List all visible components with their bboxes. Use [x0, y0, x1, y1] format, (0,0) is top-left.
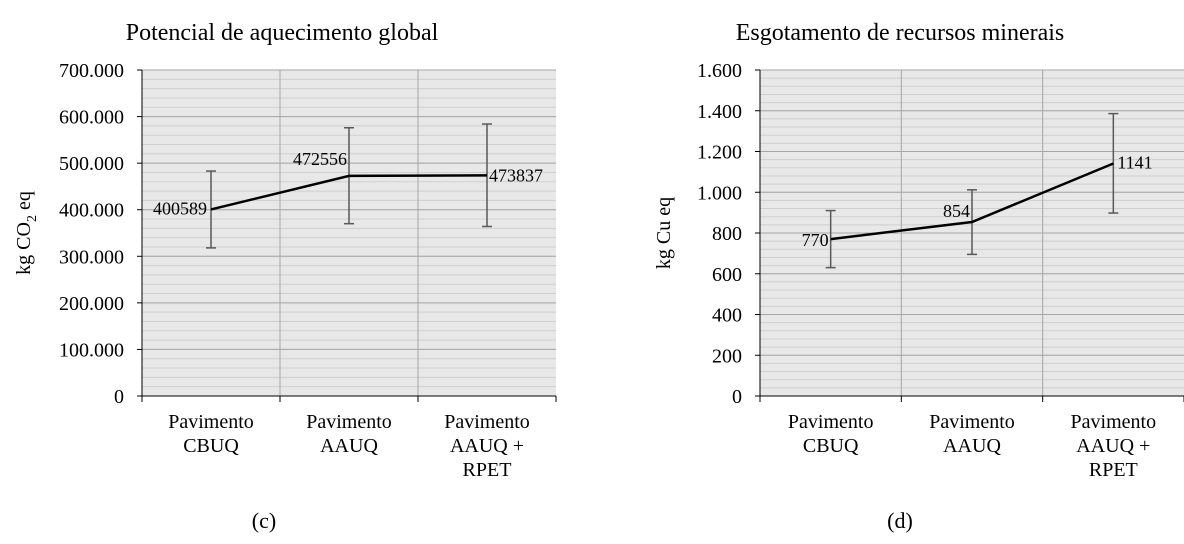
y-tick-label: 600.000	[59, 107, 124, 129]
panel-label: (c)	[252, 508, 276, 533]
x-tick-label: CBUQ	[183, 435, 239, 457]
y-tick-label: 1.200	[697, 142, 742, 164]
y-tick-label: 1.000	[697, 182, 742, 204]
data-label: 473837	[489, 165, 543, 185]
y-axis-label: kg CO2 eq	[13, 191, 40, 275]
y-axis-label-main: kg Cu eq	[653, 197, 675, 269]
y-tick-label: 400	[712, 305, 742, 327]
x-tick-label: AAUQ	[943, 435, 1001, 457]
y-axis-label-main: kg CO	[13, 222, 35, 275]
y-tick-label: 800	[712, 223, 742, 245]
y-tick-label: 0	[732, 386, 742, 408]
data-label: 400589	[153, 198, 207, 218]
x-tick-label: Pavimento	[168, 411, 254, 433]
y-axis-label: kg Cu eq	[653, 197, 675, 269]
x-tick-label: AAUQ	[320, 435, 378, 457]
series-line	[210, 174, 488, 211]
chart-panel-d: 0 200 400 600 800 1.000 1.200 1.400 1.600 Pavimen…	[653, 20, 1184, 533]
data-label: 1141	[1117, 153, 1152, 173]
data-label: 770	[802, 230, 829, 250]
plot-area	[142, 70, 556, 396]
x-tick-label: Pavimento	[1071, 411, 1157, 433]
y-tick-label: 0	[114, 386, 124, 408]
y-tick-label: 1.400	[697, 101, 742, 123]
y-tick-label: 1.600	[697, 60, 742, 82]
data-label: 472556	[293, 149, 347, 169]
series-line	[830, 162, 1114, 241]
x-tick-label: AAUQ +	[450, 435, 524, 457]
y-tick-label: 200	[712, 345, 742, 367]
x-tick-label: Pavimento	[788, 411, 874, 433]
y-tick-label: 400.000	[59, 200, 124, 222]
y-tick-label: 100.000	[59, 339, 124, 361]
chart-panel-c: 0 100.000 200.000 300.000 400.000 500.000 600.…	[13, 20, 557, 533]
chart-title: Potencial de aquecimento global	[126, 20, 439, 46]
x-tick-label: Pavimento	[444, 411, 530, 433]
x-tick-label: Pavimento	[929, 411, 1015, 433]
x-tick-label: RPET	[1089, 459, 1138, 481]
x-tick-label: AAUQ +	[1076, 435, 1150, 457]
panel-label: (d)	[887, 508, 913, 533]
y-tick-label: 200.000	[59, 293, 124, 315]
x-tick-label: Pavimento	[306, 411, 392, 433]
y-tick-label: 300.000	[59, 246, 124, 268]
y-axis-label-tail: eq	[13, 191, 35, 215]
data-label: 854	[943, 201, 970, 221]
x-tick-label: CBUQ	[803, 435, 859, 457]
y-tick-label: 500.000	[59, 153, 124, 175]
x-tick-label: RPET	[463, 459, 512, 481]
y-axis-label-subscript: 2	[25, 215, 40, 222]
y-tick-label: 600	[712, 264, 742, 286]
y-tick-label: 700.000	[59, 60, 124, 82]
chart-title: Esgotamento de recursos minerais	[736, 20, 1065, 46]
